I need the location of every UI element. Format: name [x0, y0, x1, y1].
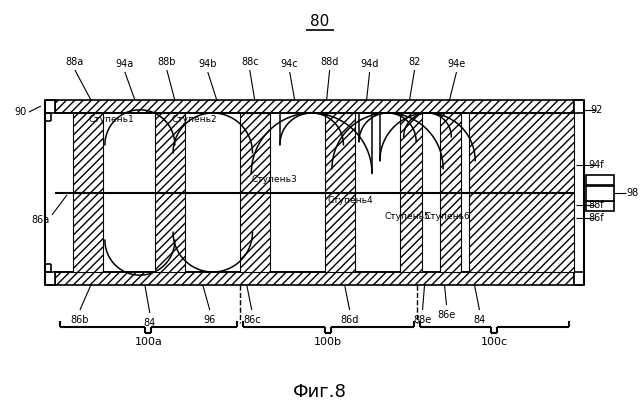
Text: Ступень3: Ступень3	[252, 175, 298, 184]
Text: 88b: 88b	[157, 57, 176, 67]
Text: 92: 92	[590, 105, 602, 115]
Text: 94e: 94e	[447, 59, 466, 69]
Text: 90: 90	[15, 107, 27, 117]
Text: 100a: 100a	[134, 337, 163, 347]
Text: 100b: 100b	[314, 337, 342, 347]
Bar	[45, 272, 55, 285]
Bar	[45, 100, 55, 113]
Text: 96: 96	[204, 315, 216, 325]
Text: 80: 80	[310, 14, 329, 29]
Text: Ступень6: Ступень6	[424, 212, 470, 221]
Text: 86a: 86a	[32, 215, 50, 225]
Bar	[586, 200, 614, 211]
Bar	[574, 100, 584, 113]
Text: 82: 82	[408, 57, 420, 67]
Text: 86e: 86e	[437, 310, 456, 320]
Text: 88f: 88f	[589, 200, 604, 210]
Text: 94d: 94d	[360, 59, 379, 69]
Bar	[586, 175, 614, 184]
Text: 86d: 86d	[340, 315, 359, 325]
Bar	[574, 272, 584, 285]
Text: Ступень2: Ступень2	[172, 115, 218, 124]
Bar	[324, 113, 355, 272]
Text: 88d: 88d	[321, 57, 339, 67]
Text: 100c: 100c	[481, 337, 508, 347]
Bar	[470, 113, 574, 272]
Text: Фиг.8: Фиг.8	[292, 383, 347, 401]
Text: 94f: 94f	[589, 160, 604, 170]
Text: 86f: 86f	[589, 213, 604, 223]
Bar	[73, 113, 103, 272]
Bar	[440, 113, 461, 272]
Bar	[586, 186, 614, 200]
Bar	[55, 100, 574, 113]
Text: Ступень5: Ступень5	[385, 212, 431, 221]
Text: 94c: 94c	[281, 59, 298, 69]
Text: 94b: 94b	[198, 59, 217, 69]
Text: Ступень1: Ступень1	[88, 115, 134, 124]
Bar	[55, 272, 574, 285]
Text: 84: 84	[144, 318, 156, 328]
Text: 84: 84	[474, 315, 486, 325]
Bar	[155, 113, 185, 272]
Text: Ступень4: Ступень4	[328, 196, 373, 205]
Text: 86b: 86b	[70, 315, 89, 325]
Text: 94a: 94a	[116, 59, 134, 69]
Text: 88e: 88e	[413, 315, 431, 325]
Text: 88a: 88a	[66, 57, 84, 67]
Text: 88c: 88c	[241, 57, 259, 67]
Bar	[55, 113, 574, 272]
Text: 86c: 86c	[243, 315, 260, 325]
Bar	[399, 113, 422, 272]
Text: 98: 98	[626, 187, 639, 198]
Bar	[240, 113, 269, 272]
